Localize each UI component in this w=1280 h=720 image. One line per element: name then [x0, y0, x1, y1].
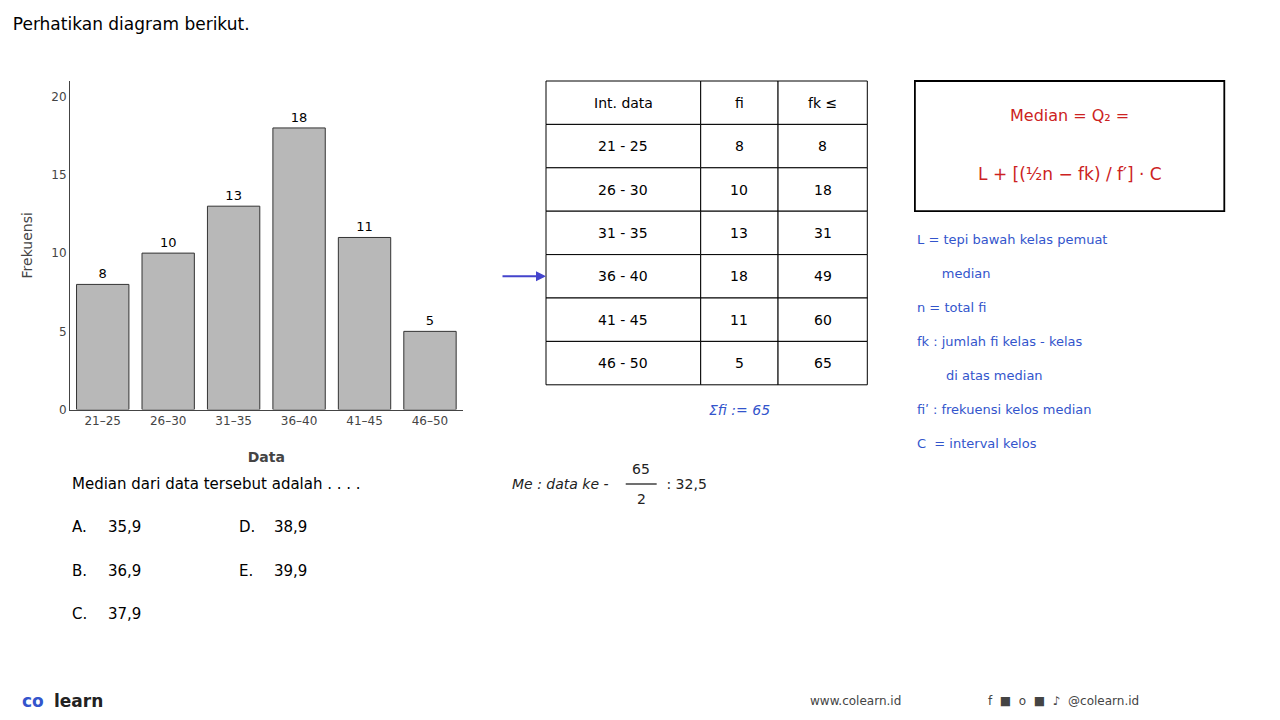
- svg-text:41–45: 41–45: [346, 414, 383, 428]
- svg-text:21–25: 21–25: [84, 414, 121, 428]
- svg-text:65: 65: [814, 355, 832, 371]
- svg-text:11: 11: [356, 219, 373, 234]
- svg-text:41 - 45: 41 - 45: [598, 312, 648, 328]
- svg-text:E.: E.: [239, 562, 253, 580]
- svg-text:36–40: 36–40: [281, 414, 318, 428]
- svg-text:Median dari data tersebut adal: Median dari data tersebut adalah . . . .: [72, 475, 361, 493]
- svg-text:35,9: 35,9: [108, 518, 141, 536]
- svg-text:38,9: 38,9: [274, 518, 307, 536]
- svg-text:10: 10: [730, 182, 748, 198]
- svg-text:8: 8: [818, 138, 827, 154]
- svg-text:fk : jumlah fi kelas - kelas: fk : jumlah fi kelas - kelas: [917, 334, 1083, 349]
- svg-text:20: 20: [51, 90, 66, 104]
- svg-text:8: 8: [99, 266, 107, 281]
- svg-text:n = total fi: n = total fi: [917, 300, 986, 315]
- svg-text:2: 2: [637, 491, 646, 507]
- svg-text:15: 15: [51, 168, 66, 182]
- svg-text:C = interval kelos: C = interval kelos: [917, 436, 1037, 451]
- svg-text:di atas median: di atas median: [917, 368, 1043, 383]
- svg-text:B.: B.: [72, 562, 87, 580]
- svg-text:C.: C.: [72, 605, 87, 623]
- svg-text:18: 18: [730, 268, 748, 284]
- svg-text:26 - 30: 26 - 30: [598, 182, 648, 198]
- svg-text:11: 11: [730, 312, 748, 328]
- svg-text:18: 18: [291, 110, 308, 125]
- svg-text:8: 8: [735, 138, 744, 154]
- svg-text:37,9: 37,9: [108, 605, 141, 623]
- svg-text:learn: learn: [48, 691, 103, 711]
- svg-text:5: 5: [59, 325, 67, 339]
- svg-text:Me : data ke -: Me : data ke -: [512, 476, 613, 492]
- svg-text:18: 18: [814, 182, 832, 198]
- svg-text:10: 10: [51, 246, 66, 260]
- svg-text:46–50: 46–50: [412, 414, 449, 428]
- svg-text:46 - 50: 46 - 50: [598, 355, 648, 371]
- svg-text:60: 60: [814, 312, 832, 328]
- svg-text:Int. data: Int. data: [594, 95, 653, 111]
- svg-text:39,9: 39,9: [274, 562, 307, 580]
- svg-text:www.colearn.id: www.colearn.id: [810, 694, 901, 708]
- svg-text:31 - 35: 31 - 35: [598, 225, 648, 241]
- svg-text:fi: fi: [735, 95, 744, 111]
- svg-text:D.: D.: [239, 518, 255, 536]
- svg-text:L + [(½n − fk) / f′] · C: L + [(½n − fk) / f′] · C: [978, 164, 1162, 184]
- svg-text:Perhatikan diagram berikut.: Perhatikan diagram berikut.: [13, 14, 250, 34]
- svg-text:fk ≤: fk ≤: [808, 95, 837, 111]
- svg-text:median: median: [917, 266, 991, 281]
- svg-text:13: 13: [225, 188, 242, 203]
- svg-text:21 - 25: 21 - 25: [598, 138, 648, 154]
- svg-text:26–30: 26–30: [150, 414, 187, 428]
- svg-text:co: co: [22, 691, 44, 711]
- svg-text:31–35: 31–35: [215, 414, 252, 428]
- svg-text:36 - 40: 36 - 40: [598, 268, 648, 284]
- svg-text:Median = Q₂ =: Median = Q₂ =: [1010, 106, 1129, 125]
- svg-text:0: 0: [59, 403, 67, 417]
- svg-text:31: 31: [814, 225, 832, 241]
- svg-text:fiʹ : frekuensi kelos median: fiʹ : frekuensi kelos median: [917, 402, 1091, 417]
- svg-text:5: 5: [426, 313, 434, 328]
- svg-text:5: 5: [735, 355, 744, 371]
- svg-text:f ■ o ■ ♪ @colearn.id: f ■ o ■ ♪ @colearn.id: [988, 694, 1139, 708]
- svg-text:13: 13: [730, 225, 748, 241]
- svg-text:Σfi := 65: Σfi := 65: [709, 402, 770, 418]
- svg-text:49: 49: [814, 268, 832, 284]
- svg-text:36,9: 36,9: [108, 562, 141, 580]
- svg-text:Frekuensi: Frekuensi: [19, 212, 35, 278]
- svg-text:: 32,5: : 32,5: [662, 476, 707, 492]
- svg-text:65: 65: [632, 461, 650, 477]
- svg-text:A.: A.: [72, 518, 87, 536]
- svg-text:Data: Data: [248, 449, 285, 465]
- svg-text:L = tepi bawah kelas pemuat: L = tepi bawah kelas pemuat: [917, 232, 1107, 247]
- svg-text:10: 10: [160, 235, 177, 250]
